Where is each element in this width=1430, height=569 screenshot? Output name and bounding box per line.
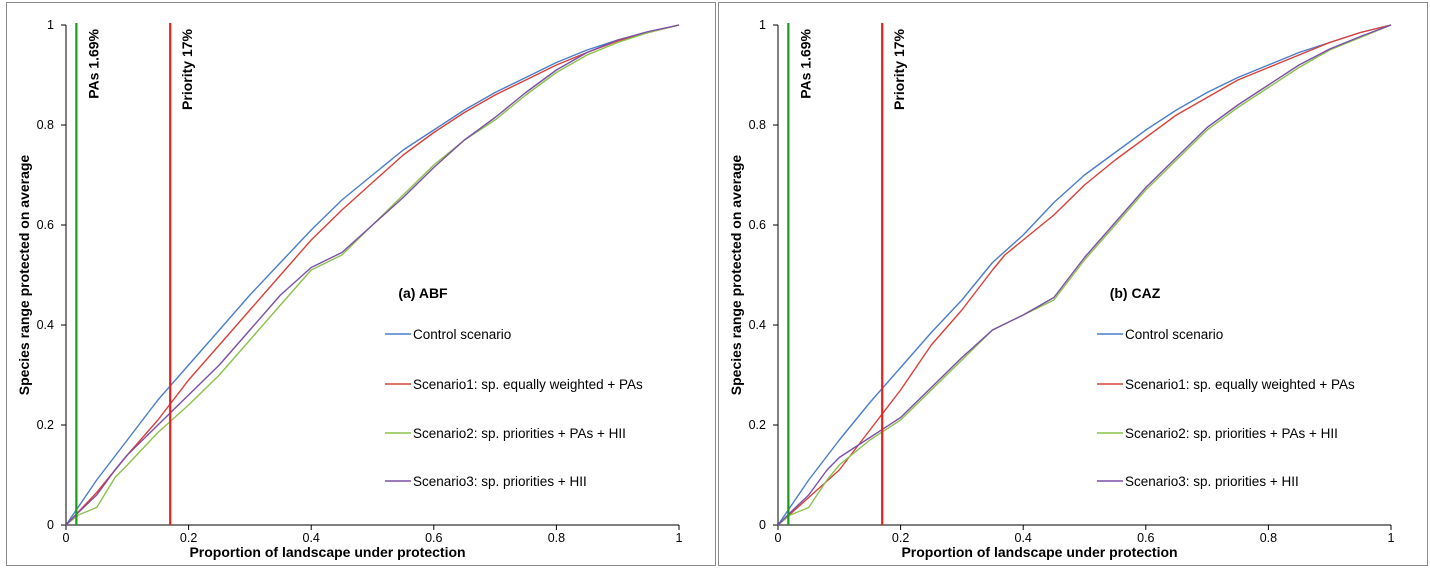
x-tick-label: 0.6	[1137, 531, 1154, 545]
series-line-2	[777, 24, 1392, 526]
legend-label-2: Scenario2: sp. priorities + PAs + HII	[1125, 426, 1338, 441]
panel-title: (b) CAZ	[1110, 285, 1161, 301]
chart-panel-abf: 0 0.2 0.4 0.6 0.8 1 0 0.2 0.4 0.6 0.8 1 Proportion o…	[6, 2, 716, 566]
y-axis-title: Species range protected on average	[16, 155, 32, 396]
x-tick-label: 0.4	[1015, 531, 1032, 545]
x-tick-label: 0.2	[180, 531, 197, 545]
legend-label-0: Control scenario	[413, 327, 511, 342]
y-tick-label: 0.6	[749, 218, 766, 232]
y-tick-label: 1	[759, 18, 766, 32]
legend-label-0: Control scenario	[1125, 327, 1223, 342]
x-tick-label: 0.8	[1260, 531, 1277, 545]
vline-label-0: PAs 1.69%	[85, 28, 101, 98]
x-axis-title: Proportion of landscape under protection	[901, 544, 1177, 560]
y-tick-label: 0.8	[37, 118, 54, 132]
vline-label-0: PAs 1.69%	[797, 28, 813, 98]
chart-panel-caz: 0 0.2 0.4 0.6 0.8 1 0 0.2 0.4 0.6 0.8 1 Proportion o…	[718, 2, 1428, 566]
y-tick-label: 1	[47, 18, 54, 32]
y-tick-label: 0	[47, 518, 54, 532]
legend-label-2: Scenario2: sp. priorities + PAs + HII	[413, 426, 626, 441]
y-tick-label: 0.2	[749, 418, 766, 432]
panel-title: (a) ABF	[398, 285, 448, 301]
series-line-0	[777, 24, 1392, 526]
series-line-1	[777, 24, 1392, 526]
y-tick-label: 0.6	[37, 218, 54, 232]
x-tick-label: 0.8	[548, 531, 565, 545]
y-tick-label: 0.4	[37, 318, 54, 332]
vline-label-1: Priority 17%	[179, 28, 195, 109]
series-line-3	[777, 24, 1392, 526]
legend-label-1: Scenario1: sp. equally weighted + PAs	[413, 377, 643, 392]
y-tick-label: 0	[759, 518, 766, 532]
chart-svg-abf: 0 0.2 0.4 0.6 0.8 1 0 0.2 0.4 0.6 0.8 1 Proportion o…	[16, 18, 683, 560]
y-tick-label: 0.2	[37, 418, 54, 432]
x-tick-label: 0.6	[425, 531, 442, 545]
x-tick-label: 0.4	[303, 531, 320, 545]
legend-label-3: Scenario3: sp. priorities + HII	[413, 474, 587, 489]
series-line-0	[65, 24, 680, 526]
chart-svg-caz: 0 0.2 0.4 0.6 0.8 1 0 0.2 0.4 0.6 0.8 1 Proportion o…	[728, 18, 1395, 560]
y-tick-label: 0.4	[749, 318, 766, 332]
legend-label-3: Scenario3: sp. priorities + HII	[1125, 474, 1299, 489]
x-tick-label: 0.2	[892, 531, 909, 545]
vline-label-1: Priority 17%	[891, 28, 907, 109]
y-axis-title: Species range protected on average	[728, 155, 744, 396]
x-tick-label: 0	[63, 531, 70, 545]
series-line-3	[65, 24, 680, 526]
x-tick-label: 1	[676, 531, 683, 545]
x-tick-label: 1	[1388, 531, 1395, 545]
series-line-2	[65, 24, 680, 526]
x-axis-title: Proportion of landscape under protection	[189, 544, 465, 560]
x-tick-label: 0	[775, 531, 782, 545]
legend-label-1: Scenario1: sp. equally weighted + PAs	[1125, 377, 1355, 392]
y-tick-label: 0.8	[749, 118, 766, 132]
series-line-1	[65, 24, 680, 526]
